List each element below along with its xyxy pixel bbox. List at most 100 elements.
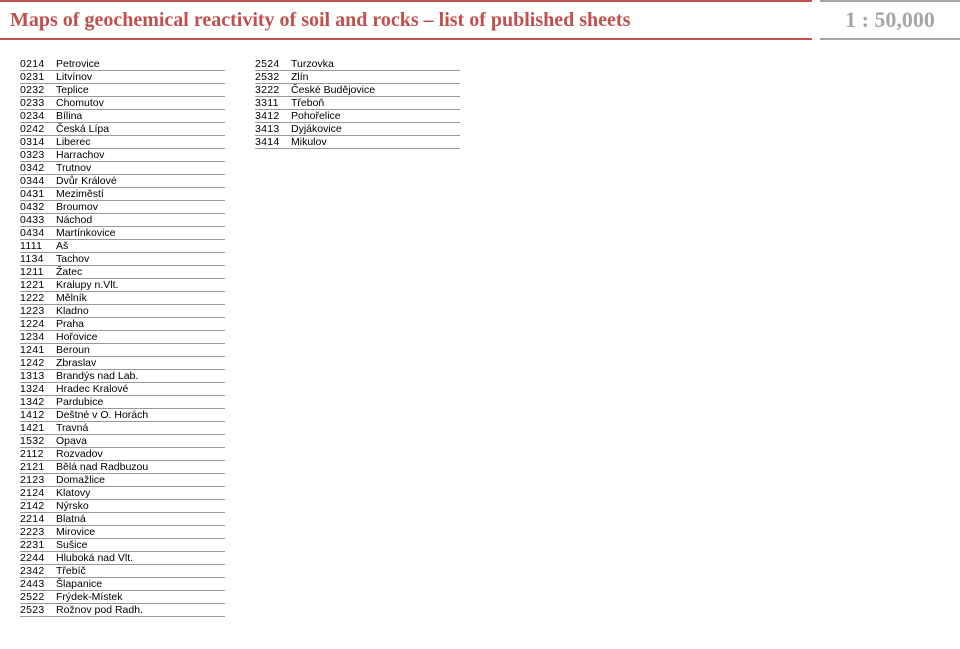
- sheet-code: 3412: [255, 110, 291, 122]
- sheet-column-1: 0214Petrovice0231Litvínov0232Teplice0233…: [20, 58, 225, 617]
- sheet-name: Bělá nad Radbuzou: [56, 461, 225, 473]
- sheet-row: 0434Martínkovice: [20, 227, 225, 240]
- sheet-code: 0433: [20, 214, 56, 226]
- sheet-row: 1221Kralupy n.Vlt.: [20, 279, 225, 292]
- sheet-code: 3413: [255, 123, 291, 135]
- sheet-code: 0432: [20, 201, 56, 213]
- sheet-name: Třeboň: [291, 97, 460, 109]
- sheet-name: Zlín: [291, 71, 460, 83]
- sheet-row: 1234Hořovice: [20, 331, 225, 344]
- sheet-code: 2223: [20, 526, 56, 538]
- sheet-row: 0232Teplice: [20, 84, 225, 97]
- sheet-code: 0342: [20, 162, 56, 174]
- sheet-name: Broumov: [56, 201, 225, 213]
- sheet-row: 2231Sušice: [20, 539, 225, 552]
- sheet-name: Náchod: [56, 214, 225, 226]
- page-header: Maps of geochemical reactivity of soil a…: [0, 0, 960, 40]
- sheet-code: 2231: [20, 539, 56, 551]
- sheet-row: 0242Česká Lípa: [20, 123, 225, 136]
- sheet-row: 2532Zlín: [255, 71, 460, 84]
- sheet-name: Zbraslav: [56, 357, 225, 369]
- page-title: Maps of geochemical reactivity of soil a…: [0, 0, 812, 40]
- sheet-code: 3311: [255, 97, 291, 109]
- sheet-name: Česká Lípa: [56, 123, 225, 135]
- sheet-name: Deštné v O. Horách: [56, 409, 225, 421]
- sheet-code: 1242: [20, 357, 56, 369]
- sheet-code: 1221: [20, 279, 56, 291]
- sheet-code: 1224: [20, 318, 56, 330]
- sheet-row: 1532Opava: [20, 435, 225, 448]
- sheet-name: Mirovice: [56, 526, 225, 538]
- sheet-code: 0233: [20, 97, 56, 109]
- sheet-code: 0431: [20, 188, 56, 200]
- sheet-code: 1421: [20, 422, 56, 434]
- sheet-code: 1313: [20, 370, 56, 382]
- sheet-row: 2123Domažlice: [20, 474, 225, 487]
- sheet-name: Hradec Kralové: [56, 383, 225, 395]
- sheet-code: 1223: [20, 305, 56, 317]
- sheet-name: České Budějovice: [291, 84, 460, 96]
- sheet-code: 1324: [20, 383, 56, 395]
- sheet-row: 1241Beroun: [20, 344, 225, 357]
- sheet-name: Kladno: [56, 305, 225, 317]
- sheet-name: Praha: [56, 318, 225, 330]
- sheet-name: Pohořelice: [291, 110, 460, 122]
- sheet-code: 1134: [20, 253, 56, 265]
- sheet-code: 0214: [20, 58, 56, 70]
- sheet-name: Dyjákovice: [291, 123, 460, 135]
- sheet-name: Blatná: [56, 513, 225, 525]
- sheet-row: 1211Žatec: [20, 266, 225, 279]
- sheet-name: Žatec: [56, 266, 225, 278]
- sheet-row: 2443Šlapanice: [20, 578, 225, 591]
- sheet-row: 1134Tachov: [20, 253, 225, 266]
- sheet-code: 0231: [20, 71, 56, 83]
- sheet-code: 2244: [20, 552, 56, 564]
- sheet-row: 1223Kladno: [20, 305, 225, 318]
- sheet-row: 1313Brandýs nad Lab.: [20, 370, 225, 383]
- sheet-row: 0214Petrovice: [20, 58, 225, 71]
- sheet-code: 0314: [20, 136, 56, 148]
- sheet-code: 2142: [20, 500, 56, 512]
- sheet-row: 0342Trutnov: [20, 162, 225, 175]
- sheet-code: 1222: [20, 292, 56, 304]
- sheet-row: 0344Dvůr Králové: [20, 175, 225, 188]
- sheet-name: Nýrsko: [56, 500, 225, 512]
- sheet-row: 0314Liberec: [20, 136, 225, 149]
- sheet-name: Bílina: [56, 110, 225, 122]
- sheet-code: 2523: [20, 604, 56, 616]
- sheet-row: 2523Rožnov pod Radh.: [20, 604, 225, 617]
- sheet-name: Chomutov: [56, 97, 225, 109]
- sheet-name: Hořovice: [56, 331, 225, 343]
- sheet-row: 1224Praha: [20, 318, 225, 331]
- sheet-name: Brandýs nad Lab.: [56, 370, 225, 382]
- sheet-name: Liberec: [56, 136, 225, 148]
- sheet-code: 1532: [20, 435, 56, 447]
- sheet-code: 0323: [20, 149, 56, 161]
- sheet-code: 3414: [255, 136, 291, 148]
- sheet-row: 2522Frýdek-Místek: [20, 591, 225, 604]
- sheet-code: 2123: [20, 474, 56, 486]
- sheet-code: 2532: [255, 71, 291, 83]
- sheet-row: 2223Mirovice: [20, 526, 225, 539]
- sheet-row: 1242Zbraslav: [20, 357, 225, 370]
- sheet-row: 1412Deštné v O. Horách: [20, 409, 225, 422]
- sheet-row: 2142Nýrsko: [20, 500, 225, 513]
- sheet-code: 0344: [20, 175, 56, 187]
- sheet-code: 0242: [20, 123, 56, 135]
- sheet-name: Tachov: [56, 253, 225, 265]
- sheet-code: 1211: [20, 266, 56, 278]
- sheet-name: Martínkovice: [56, 227, 225, 239]
- sheet-code: 0234: [20, 110, 56, 122]
- sheet-code: 3222: [255, 84, 291, 96]
- sheet-row: 3413Dyjákovice: [255, 123, 460, 136]
- sheet-column-2: 2524Turzovka2532Zlín3222České Budějovice…: [255, 58, 460, 617]
- sheet-name: Domažlice: [56, 474, 225, 486]
- sheet-code: 1342: [20, 396, 56, 408]
- sheet-row: 2214Blatná: [20, 513, 225, 526]
- sheet-name: Rožnov pod Radh.: [56, 604, 225, 616]
- sheet-row: 1421Travná: [20, 422, 225, 435]
- sheet-name: Petrovice: [56, 58, 225, 70]
- sheet-row: 2244Hluboká nad Vlt.: [20, 552, 225, 565]
- sheet-name: Opava: [56, 435, 225, 447]
- scale-label: 1 : 50,000: [820, 0, 960, 40]
